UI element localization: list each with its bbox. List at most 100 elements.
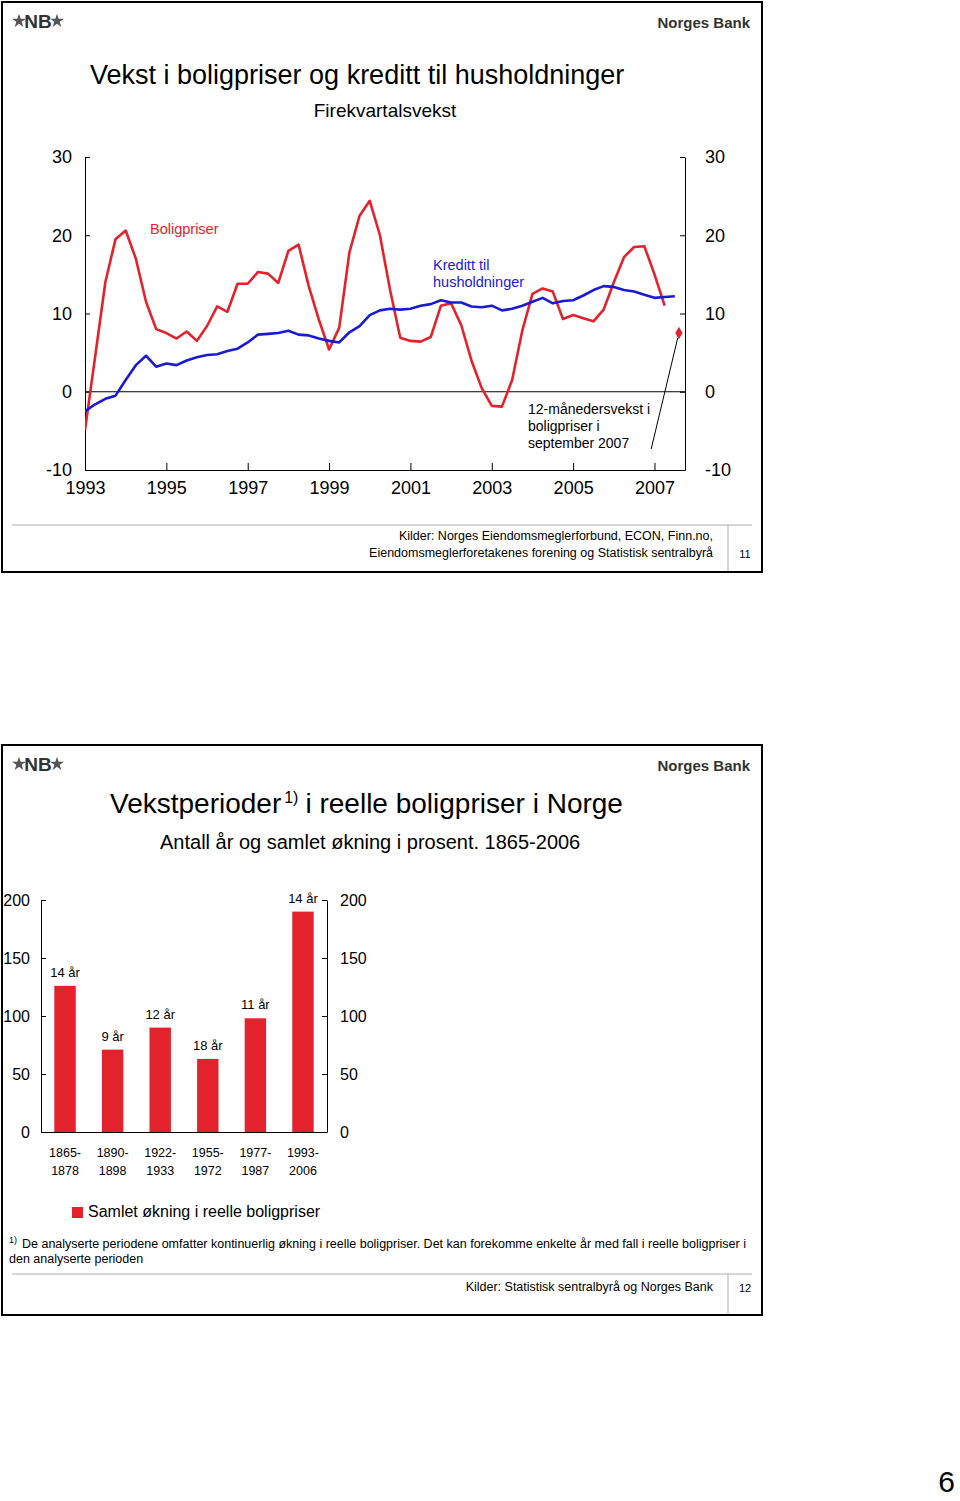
tick: 50 <box>322 1066 358 1083</box>
text-line: 1933 <box>146 1164 174 1178</box>
tick: -10 <box>680 460 731 480</box>
tick-mark <box>85 314 90 315</box>
axis-line <box>86 470 686 471</box>
text-line: den analyserte perioden <box>9 1252 143 1266</box>
text-line: 1977- <box>239 1146 271 1160</box>
tick: 1995 <box>147 463 187 498</box>
tick-label: 10 <box>705 304 725 324</box>
tick: 2005 <box>554 463 594 498</box>
tick-mark <box>322 900 327 901</box>
tick-label: 50 <box>12 1066 30 1083</box>
text-line: 2006 <box>289 1164 317 1178</box>
tick-label: 0 <box>62 382 72 402</box>
y2-axis: -100102030 <box>680 147 731 480</box>
tick-label: 150 <box>340 950 367 967</box>
annotation-arrow <box>651 338 678 449</box>
tick-label: 0 <box>340 1124 349 1141</box>
tick-mark <box>41 1074 46 1075</box>
bar <box>245 1018 266 1132</box>
tick: 2001 <box>391 463 431 498</box>
line-series <box>85 201 665 430</box>
source: Kilder: Statistisk sentralbyrå og Norges… <box>466 1280 714 1294</box>
tick-mark <box>41 958 46 959</box>
text-line: 12-månedersvekst i <box>528 401 650 417</box>
tick-mark <box>85 157 90 158</box>
series-label: Kreditt tilhusholdninger <box>433 257 524 290</box>
source: Kilder: Norges Eiendomsmeglerforbund, EC… <box>399 529 713 543</box>
tick-label: -10 <box>705 460 731 480</box>
slide-frame <box>2 2 762 572</box>
tick-mark <box>410 463 411 470</box>
legend: Samlet økning i reelle boligpriser <box>72 1203 321 1220</box>
text-line: 1865- <box>49 1146 81 1160</box>
axis-line <box>327 901 328 1133</box>
background <box>0 0 960 1501</box>
tick-mark <box>680 314 685 315</box>
bar <box>197 1059 218 1132</box>
text-line: Kreditt til <box>433 257 489 273</box>
tick-mark <box>322 958 327 959</box>
subtitle: Antall år og samlet økning i prosent. 18… <box>160 831 580 853</box>
x-axis <box>42 1132 328 1133</box>
tick: 1999 <box>310 463 350 498</box>
tick-mark <box>329 463 330 470</box>
y-axis: 050100150200 <box>3 892 46 1141</box>
bar <box>292 912 313 1132</box>
bar <box>149 1028 170 1132</box>
tick: 20 <box>52 226 90 246</box>
tick-mark <box>322 1016 327 1017</box>
page: NBNorges BankVekst i boligpriser og kred… <box>0 0 960 1501</box>
bar-label: 12 år <box>145 1007 175 1022</box>
tick-label: 200 <box>340 892 367 909</box>
tick-label: 100 <box>340 1008 367 1025</box>
page-svg: NBNorges BankVekst i boligpriser og kred… <box>0 0 960 1501</box>
zero-line <box>85 391 685 392</box>
tick: 2003 <box>472 463 512 498</box>
tick-mark <box>573 463 574 470</box>
slide: NBNorges BankVekst i boligpriser og kred… <box>2 2 762 572</box>
tick: 10 <box>52 304 90 324</box>
tick-mark <box>680 392 685 393</box>
tick-label: 10 <box>52 304 72 324</box>
y2-axis: 0 50 100 150 200 <box>322 892 367 1141</box>
tick: 20 <box>680 226 725 246</box>
annotation: 12-månedersvekst iboligpriser iseptember… <box>528 401 650 451</box>
text-line: 1878 <box>51 1164 79 1178</box>
title-part: i reelle boligpriser i Norge <box>305 788 622 819</box>
text-line: 1955- <box>192 1146 224 1160</box>
header: Norges Bank <box>657 757 750 774</box>
text-line: september 2007 <box>528 435 629 451</box>
page-number: 6 <box>938 1465 955 1498</box>
bar-label: 14 år <box>50 965 80 980</box>
slide-number: 11 <box>739 548 750 560</box>
tick-label: 20 <box>52 226 72 246</box>
footnote: De analyserte periodene omfatter kontinu… <box>9 1237 746 1266</box>
tick-mark <box>85 235 90 236</box>
bar-label: 18 år <box>193 1038 223 1053</box>
axis-line <box>42 1132 328 1133</box>
tick-label: 0 <box>705 382 715 402</box>
tick-mark <box>41 900 46 901</box>
tick-mark <box>680 157 685 158</box>
tick-label: 100 <box>3 1008 30 1025</box>
slide-number: 12 <box>739 1282 751 1294</box>
tick-mark <box>322 1074 327 1075</box>
slide-frame <box>2 745 762 1315</box>
title: Vekstperioder1)i reelle boligpriser i No… <box>110 788 623 819</box>
tick: 2007 <box>635 463 675 498</box>
footer-separator <box>728 1274 729 1314</box>
plot-area <box>54 912 313 1132</box>
tick-label: 2007 <box>635 478 675 498</box>
tick-label: 2005 <box>554 478 594 498</box>
footer-rule <box>12 525 752 526</box>
line-series <box>85 286 675 411</box>
title-part: Vekstperioder <box>110 788 281 819</box>
tick: 150 <box>3 950 46 967</box>
logo: NB <box>24 11 51 32</box>
bar <box>102 1050 123 1132</box>
tick-label: 1993 <box>65 478 105 498</box>
labels: BoligpriserKreditt tilhusholdninger12-må… <box>150 221 678 451</box>
footer-rule <box>12 1274 752 1275</box>
logo-ornament <box>50 757 64 770</box>
bar-label: 11 år <box>241 997 270 1012</box>
